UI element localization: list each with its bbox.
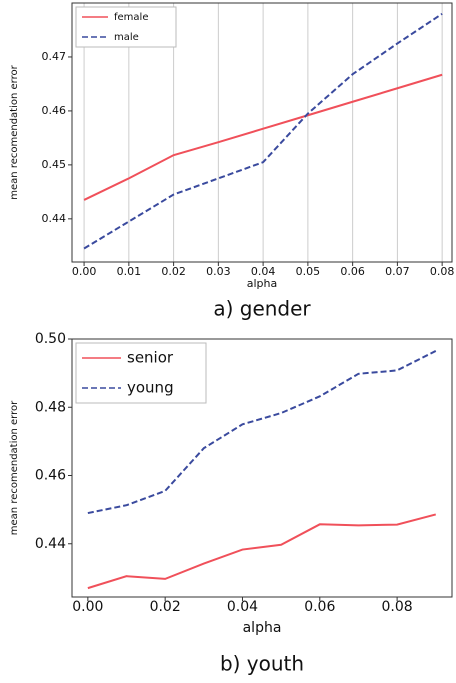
- x-tick-label: 0.02: [150, 599, 181, 615]
- legend-label: male: [114, 32, 139, 43]
- x-tick-label: 0.00: [72, 265, 97, 278]
- y-tick-label: 0.47: [42, 50, 67, 63]
- line-series: [87, 350, 437, 515]
- x-tick-label: 0.07: [385, 265, 410, 278]
- x-tick-label: 0.03: [206, 265, 231, 278]
- x-axis-label: alpha: [243, 620, 282, 636]
- y-tick-label: 0.46: [35, 468, 66, 484]
- y-tick-label: 0.50: [35, 331, 66, 347]
- y-axis-label: mean recomendation error: [9, 400, 20, 535]
- line-series: [87, 513, 437, 590]
- legend-label: female: [114, 12, 148, 23]
- caption: a) gender: [213, 297, 311, 321]
- y-axis-label: mean recomendation error: [9, 64, 20, 199]
- x-tick-label: 0.01: [117, 265, 142, 278]
- x-tick-label: 0.04: [251, 265, 276, 278]
- x-tick-label: 0.04: [227, 599, 258, 615]
- caption: b) youth: [220, 652, 304, 676]
- line-series: [83, 73, 443, 201]
- legend-box: [75, 6, 177, 48]
- y-tick-label: 0.45: [42, 158, 67, 171]
- y-tick-label: 0.44: [42, 212, 67, 225]
- x-tick-label: 0.08: [430, 265, 455, 278]
- y-tick-label: 0.44: [35, 536, 66, 552]
- y-tick-label: 0.48: [35, 399, 66, 415]
- x-axis-label: alpha: [247, 277, 278, 290]
- x-tick-label: 0.06: [340, 265, 365, 278]
- x-tick-label: 0.02: [161, 265, 186, 278]
- y-tick-label: 0.46: [42, 104, 67, 117]
- x-tick-label: 0.08: [382, 599, 413, 615]
- legend-box: [75, 342, 207, 404]
- line-series: [83, 12, 443, 250]
- x-tick-label: 0.05: [296, 265, 321, 278]
- legend-label: senior: [127, 349, 174, 367]
- x-tick-label: 0.00: [72, 599, 103, 615]
- x-tick-label: 0.06: [304, 599, 335, 615]
- legend-label: young: [127, 379, 174, 397]
- plot-frame: [71, 338, 453, 598]
- plot-frame: [71, 2, 453, 263]
